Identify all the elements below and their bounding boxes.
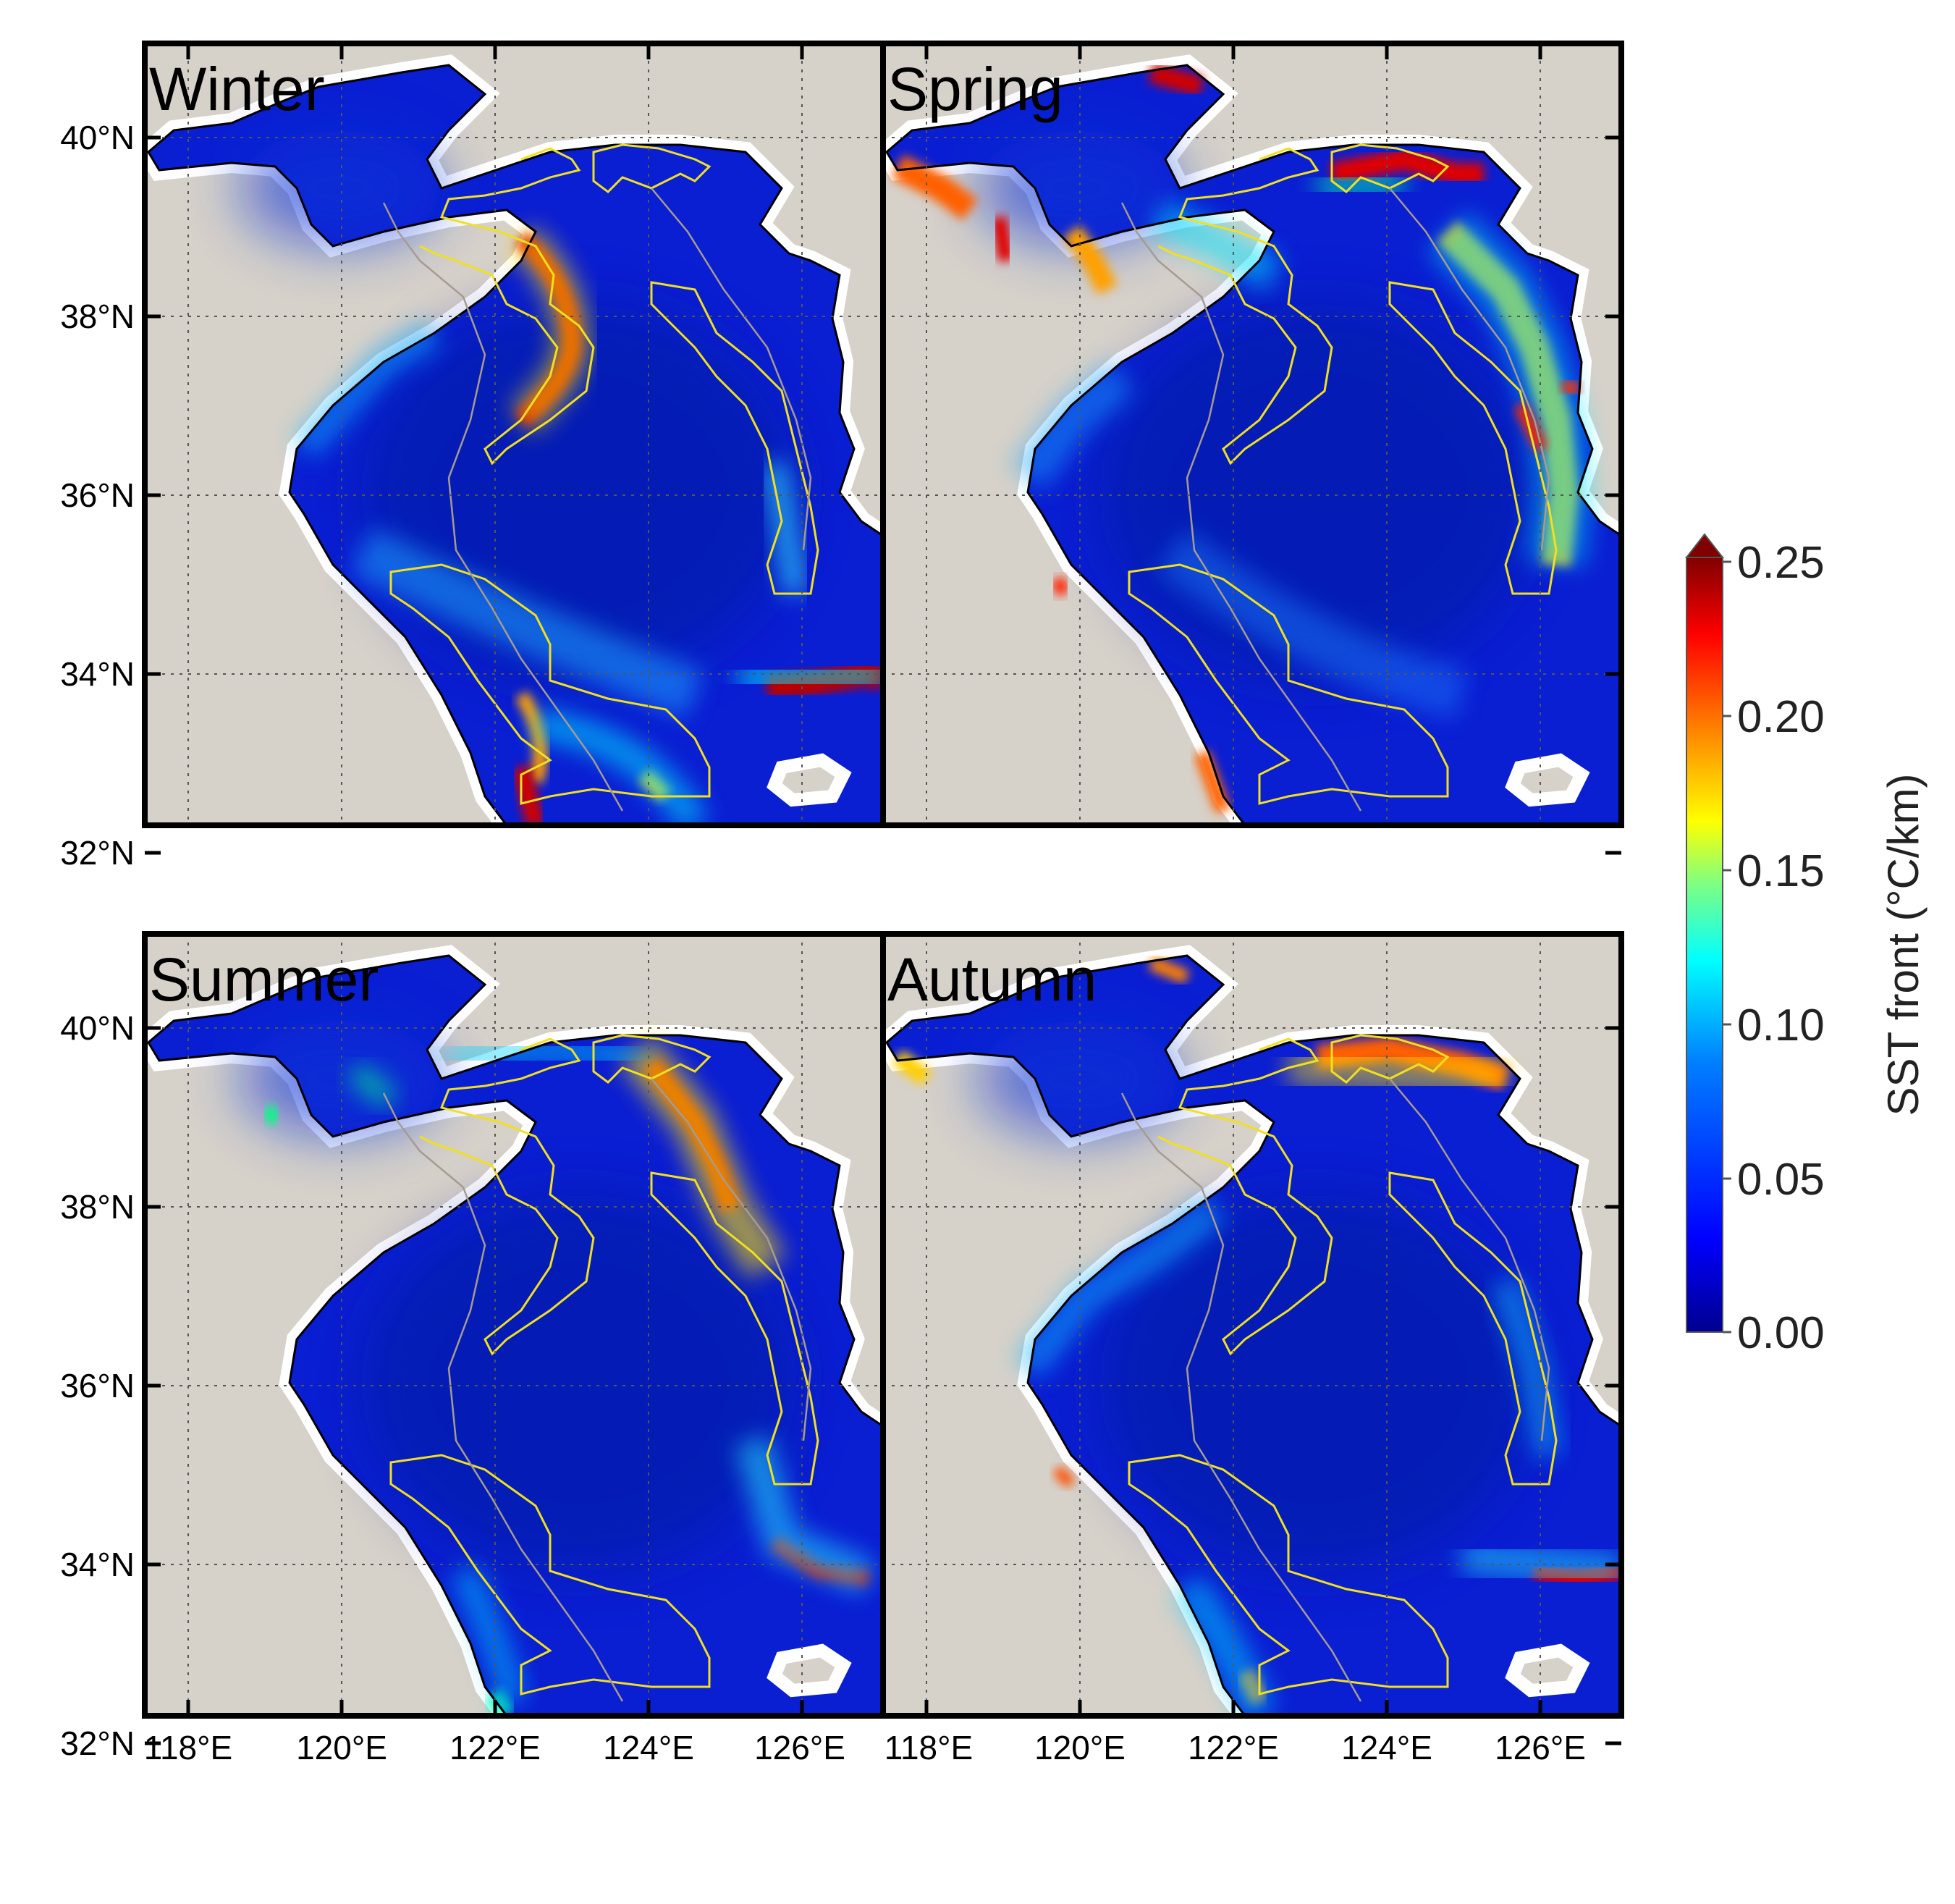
colorbar-gradient	[1686, 557, 1723, 1333]
lon-tick-label: 122°E	[1188, 1729, 1279, 1766]
colorbar-tick-label: 0.00	[1737, 1308, 1825, 1358]
lon-tick-label: 118°E	[144, 1729, 232, 1766]
lat-tick-label: 40°N	[60, 1009, 135, 1047]
lat-tick-label: 36°N	[60, 1367, 135, 1404]
colorbar-tick-label: 0.05	[1737, 1155, 1825, 1205]
lat-tick-label: 40°N	[60, 119, 135, 156]
panel-summer: Summer	[142, 931, 886, 1719]
front-features-winter	[293, 225, 883, 825]
lat-tick-label: 32°N	[60, 834, 135, 872]
lon-tick-label: 124°E	[1341, 1729, 1432, 1766]
panel-winter: Winter	[142, 41, 886, 828]
lon-labels-left: 118°E 120°E 122°E 124°E 126°E	[144, 1729, 845, 1766]
colorbar-tick-label: 0.15	[1737, 846, 1825, 896]
tick-marks	[145, 43, 1621, 1745]
lon-tick-label: 126°E	[754, 1729, 845, 1766]
colorbar-tick-label: 0.20	[1737, 692, 1825, 742]
lon-tick-label: 118°E	[884, 1729, 973, 1766]
lon-tick-label: 120°E	[296, 1729, 387, 1766]
colorbar-extend-arrow	[1684, 533, 1725, 558]
colorbar-tick-label: 0.25	[1737, 538, 1825, 588]
lon-labels-right: 118°E 120°E 122°E 124°E 126°E	[884, 1729, 1586, 1766]
lat-tick-label: 34°N	[60, 655, 135, 693]
panel-autumn: Autumn	[880, 931, 1624, 1719]
lat-tick-label: 34°N	[60, 1546, 135, 1583]
panel-label-spring: Spring	[887, 55, 1063, 123]
panel-spring: Spring	[880, 41, 1624, 828]
lon-tick-label: 124°E	[603, 1729, 694, 1766]
lat-tick-label: 36°N	[60, 476, 135, 514]
lat-tick-label: 32°N	[60, 1724, 135, 1762]
panel-label-winter: Winter	[149, 55, 325, 123]
front-features-autumn	[892, 956, 1621, 1716]
lat-tick-label: 38°N	[60, 298, 135, 335]
colorbar-tick-label: 0.10	[1737, 1001, 1825, 1050]
front-features-summer	[261, 1035, 876, 1716]
colorbar-title: SST front (°C/km)	[1879, 774, 1927, 1116]
front-features-spring	[891, 62, 1593, 814]
lat-tick-label: 38°N	[60, 1188, 135, 1226]
lon-tick-label: 122°E	[449, 1729, 541, 1766]
lon-tick-label: 120°E	[1034, 1729, 1126, 1766]
lon-tick-label: 126°E	[1495, 1729, 1586, 1766]
lat-labels-top: 40°N 38°N 36°N 34°N 32°N	[60, 119, 135, 872]
panel-label-autumn: Autumn	[887, 945, 1097, 1014]
lat-labels-bottom: 40°N 38°N 36°N 34°N 32°N	[60, 1009, 135, 1762]
panel-label-summer: Summer	[149, 945, 379, 1014]
colorbar: 0.25 0.20 0.15 0.10 0.05 0.00 SST front …	[1684, 533, 1927, 1358]
